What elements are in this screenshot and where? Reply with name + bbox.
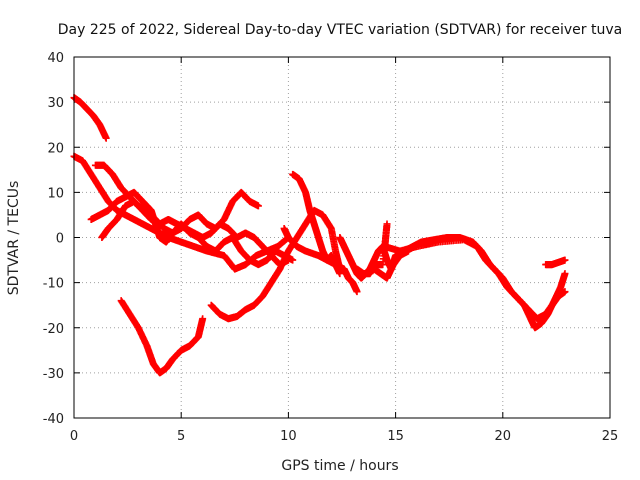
series-track-4 xyxy=(87,188,297,269)
series-track-13 xyxy=(370,247,412,282)
x-tick-label: 0 xyxy=(70,429,78,444)
y-tick-label: 0 xyxy=(56,232,64,247)
series-track-8 xyxy=(289,170,344,278)
data-point xyxy=(254,202,262,210)
x-axis-title: GPS time / hours xyxy=(281,458,398,474)
y-tick-label: -10 xyxy=(43,277,64,292)
data-points xyxy=(70,94,569,377)
series-track-9 xyxy=(280,224,361,296)
x-tick-label: 15 xyxy=(387,429,404,444)
axis-ticks: 0 5 10 15 20 25 -40 -30 -20 -10 0 10 20 30 40 xyxy=(43,51,619,444)
data-point xyxy=(561,288,569,296)
y-tick-label: 40 xyxy=(47,51,64,66)
series-track-1 xyxy=(70,94,110,142)
data-point xyxy=(102,134,110,142)
data-point xyxy=(561,270,569,278)
y-axis-title: SDTVAR / TECUs xyxy=(6,181,22,296)
x-tick-label: 5 xyxy=(177,429,185,444)
series-track-11 xyxy=(353,220,569,323)
series-track-5 xyxy=(98,197,292,269)
x-tick-label: 25 xyxy=(602,429,619,444)
data-point xyxy=(404,247,412,255)
chart-title: Day 225 of 2022, Sidereal Day-to-day VTE… xyxy=(58,22,622,38)
series-track-7 xyxy=(207,206,344,323)
data-point xyxy=(353,288,361,296)
y-tick-label: 10 xyxy=(47,186,64,201)
series-track-6 xyxy=(117,297,207,377)
y-tick-label: -30 xyxy=(43,367,64,382)
y-tick-label: 20 xyxy=(47,141,64,156)
data-point xyxy=(199,315,207,323)
series-track-12 xyxy=(542,256,569,269)
plot-frame xyxy=(73,56,611,419)
data-point xyxy=(336,270,344,278)
data-point xyxy=(561,256,569,264)
x-tick-label: 10 xyxy=(280,429,297,444)
y-tick-label: -20 xyxy=(43,322,64,337)
x-tick-label: 20 xyxy=(495,429,512,444)
y-tick-label: -40 xyxy=(43,412,64,427)
y-tick-label: 30 xyxy=(47,96,64,111)
